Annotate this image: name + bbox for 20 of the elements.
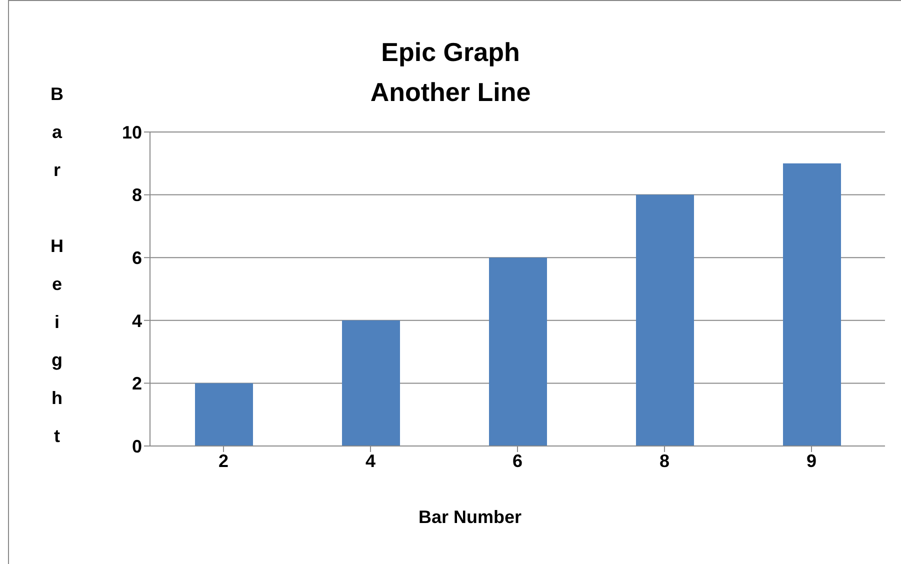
x-tick-label: 2 xyxy=(218,450,229,471)
bar xyxy=(636,194,694,446)
x-axis-title: Bar Number xyxy=(418,507,522,527)
y-tick-label: 6 xyxy=(132,248,142,268)
y-tick-label: 8 xyxy=(132,185,142,206)
bar xyxy=(489,258,547,446)
bar xyxy=(195,383,253,446)
chart-title: Epic Graph xyxy=(380,36,521,69)
x-tick-label: 8 xyxy=(659,450,670,471)
y-tick-label: 10 xyxy=(122,122,142,142)
x-tick-label: 9 xyxy=(806,450,817,471)
bar xyxy=(783,163,841,446)
y-tick-label: 2 xyxy=(132,374,142,394)
x-tick-label: 4 xyxy=(365,450,376,471)
x-tick-label: 6 xyxy=(512,450,523,471)
chart-subtitle: Another Line xyxy=(370,77,531,107)
y-tick-label: 4 xyxy=(132,310,142,331)
y-tick-label: 0 xyxy=(132,436,142,456)
bar xyxy=(342,320,400,446)
y-axis-title: Bar Height xyxy=(46,84,68,464)
